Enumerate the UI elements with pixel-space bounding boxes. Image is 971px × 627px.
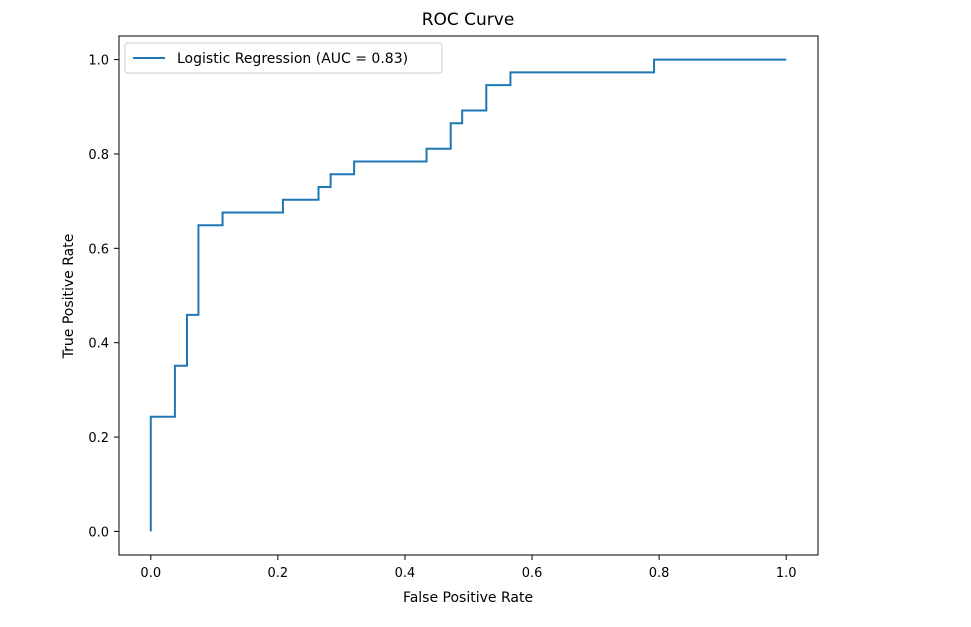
y-tick-label: 0.0 [88,525,109,540]
y-tick-label: 0.8 [88,148,109,163]
x-tick-label: 0.6 [522,566,543,581]
x-tick-label: 0.8 [649,566,670,581]
roc-curve-line [149,58,787,532]
y-tick-label: 1.0 [88,54,109,69]
x-tick-label: 0.0 [140,566,161,581]
x-tick-label: 1.0 [776,566,797,581]
legend-box [124,42,443,74]
y-tick-label: 0.6 [88,242,109,257]
x-axis-ticks: 0.0 0.2 0.4 0.6 0.8 1.0 [140,555,797,581]
y-tick-label: 0.2 [88,431,109,446]
chart-title: ROC Curve [422,10,515,30]
y-axis-ticks: 0.0 0.2 0.4 0.6 0.8 1.0 [88,54,119,540]
legend-label: Logistic Regression (AUC = 0.83) [177,51,408,67]
series-layer [149,58,787,532]
plot-area-frame [118,35,819,556]
x-axis-label: False Positive Rate [403,590,533,606]
x-tick-label: 0.2 [268,566,289,581]
y-tick-label: 0.4 [88,337,109,352]
x-tick-label: 0.4 [395,566,416,581]
legend: Logistic Regression (AUC = 0.83) [124,42,443,74]
y-axis-label: True Positive Rate [61,234,77,360]
